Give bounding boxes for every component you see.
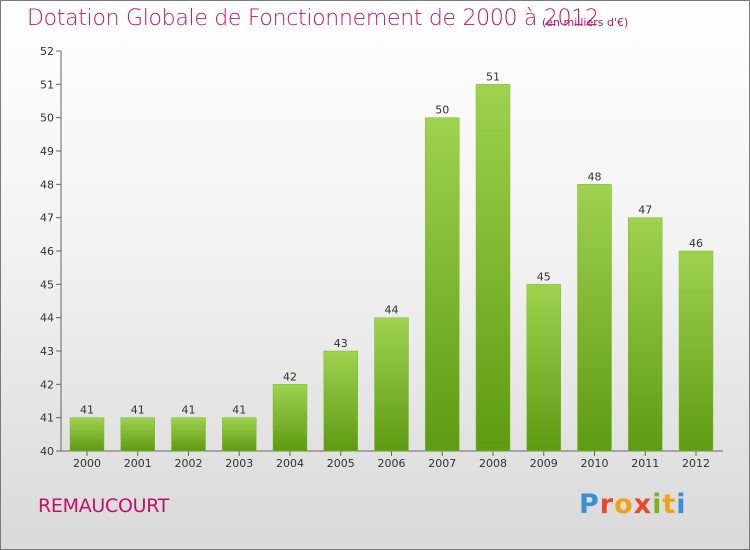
bar — [120, 417, 155, 452]
chart-bars — [69, 84, 714, 452]
bar-value-label: 41 — [80, 404, 94, 417]
bar — [222, 417, 257, 452]
bar-value-label: 45 — [537, 270, 551, 283]
chart-axes: 40 41 42 43 44 45 46 47 48 49 50 51 52 — [40, 45, 723, 458]
bar-value-label: 44 — [385, 304, 399, 317]
chart-labels: 41 2000 41 2001 41 2002 41 2003 42 2004 43 2005 44 20… — [73, 70, 710, 470]
commune-name: REMAUCOURT — [38, 495, 170, 517]
bar-value-label: 46 — [689, 237, 703, 250]
x-tick-label: 2012 — [682, 457, 710, 470]
x-tick-label: 2011 — [631, 457, 659, 470]
bar — [425, 117, 460, 452]
x-tick-label: 2001 — [124, 457, 152, 470]
proxiti-logo[interactable]: Proxiti — [579, 489, 687, 520]
x-tick-label: 2007 — [428, 457, 456, 470]
y-tick-label: 50 — [40, 112, 54, 125]
bar — [678, 250, 714, 452]
y-tick-label: 48 — [40, 178, 54, 191]
x-tick-label: 2002 — [175, 457, 203, 470]
bar-value-label: 43 — [334, 337, 348, 350]
x-tick-label: 2000 — [73, 457, 101, 470]
y-tick-label: 47 — [40, 212, 54, 225]
y-tick-label: 42 — [40, 378, 54, 391]
y-tick-label: 52 — [40, 45, 54, 58]
logo-letter: x — [633, 489, 653, 520]
bar-value-label: 41 — [182, 404, 196, 417]
bar — [577, 184, 612, 452]
x-tick-label: 2004 — [276, 457, 304, 470]
y-tick-label: 51 — [40, 78, 54, 91]
x-tick-label: 2005 — [327, 457, 355, 470]
y-tick-label: 45 — [40, 278, 54, 291]
y-tick-label: 41 — [40, 412, 54, 425]
bar-value-label: 51 — [486, 70, 500, 83]
x-tick-label: 2008 — [479, 457, 507, 470]
bar — [526, 284, 561, 452]
bar-value-label: 47 — [638, 204, 652, 217]
bar — [475, 84, 511, 452]
chart-subtitle: (en milliers d'€) — [542, 16, 629, 29]
y-tick-label: 49 — [40, 145, 54, 158]
bar — [171, 417, 206, 452]
chart-title: Dotation Globale de Fonctionnement de 20… — [27, 6, 599, 31]
x-tick-label: 2006 — [378, 457, 406, 470]
x-tick-label: 2003 — [225, 457, 253, 470]
y-tick-label: 40 — [40, 445, 54, 458]
y-tick-label: 44 — [40, 312, 54, 325]
logo-letter: r — [599, 489, 615, 520]
x-tick-label: 2010 — [581, 457, 609, 470]
y-tick-label: 43 — [40, 345, 54, 358]
bar-value-label: 42 — [283, 370, 297, 383]
bar-value-label: 50 — [435, 104, 449, 117]
logo-letter: t — [662, 489, 677, 520]
bar — [323, 350, 358, 452]
bar-value-label: 41 — [131, 404, 145, 417]
y-tick-label: 46 — [40, 245, 54, 258]
bar — [628, 217, 663, 452]
logo-letter: i — [676, 489, 687, 520]
logo-letter: P — [579, 489, 600, 520]
logo-letter: o — [614, 489, 634, 520]
bar — [374, 317, 409, 452]
x-tick-label: 2009 — [530, 457, 558, 470]
bar — [69, 417, 105, 452]
bar-value-label: 48 — [588, 170, 602, 183]
logo-letter: i — [652, 489, 663, 520]
bar — [272, 384, 308, 452]
bar-value-label: 41 — [232, 404, 246, 417]
